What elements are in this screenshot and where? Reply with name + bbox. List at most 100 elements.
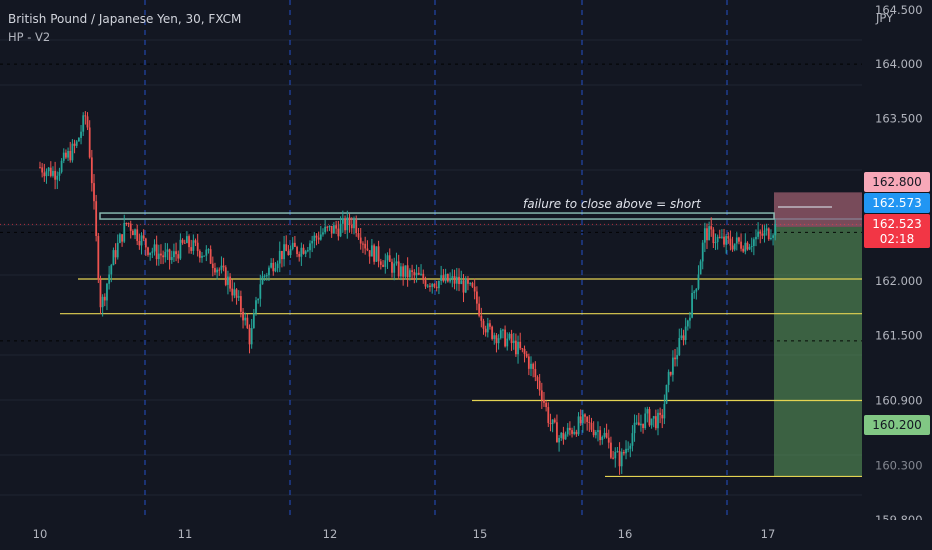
- candle-body: [693, 291, 696, 293]
- candle-body: [119, 234, 121, 243]
- candle-body: [281, 250, 283, 260]
- candle-body: [601, 436, 604, 441]
- candle-body: [622, 452, 625, 454]
- candle-body: [610, 442, 612, 458]
- entry-price-label: 162.573: [864, 193, 930, 213]
- candle-body: [90, 157, 93, 184]
- indicator-name[interactable]: HP - V2: [8, 30, 51, 44]
- candle-body: [315, 235, 318, 238]
- candle-body: [640, 423, 642, 426]
- candle-body: [506, 338, 509, 347]
- candle-body: [248, 328, 251, 345]
- candle-body: [69, 150, 72, 161]
- entry-price-label-bg: [864, 193, 930, 213]
- candle-body: [300, 247, 303, 257]
- candle-body: [263, 275, 266, 277]
- candle-body: [179, 239, 182, 259]
- candle-body: [235, 289, 238, 298]
- candle-body: [203, 255, 206, 257]
- y-tick-label: 160.300: [875, 459, 923, 473]
- symbol-title[interactable]: British Pound / Japanese Yen, 30, FXCM: [8, 12, 242, 26]
- candle-body: [665, 384, 668, 404]
- candle-body: [558, 437, 560, 443]
- candle-body: [207, 249, 210, 251]
- candle-body: [742, 248, 745, 252]
- candle-body: [712, 229, 715, 244]
- candle-body: [283, 244, 285, 260]
- candle-body: [521, 348, 524, 350]
- candle-body: [75, 141, 78, 146]
- target-price-label-bg: [864, 415, 930, 435]
- candle-body: [47, 167, 50, 172]
- candle-body: [216, 269, 219, 273]
- candle-body: [408, 270, 411, 278]
- candle-body: [431, 283, 434, 287]
- candle-body: [534, 368, 537, 378]
- candle-body: [545, 402, 548, 408]
- candle-body: [255, 300, 257, 314]
- candle-body: [761, 233, 764, 236]
- candle-body: [740, 241, 742, 249]
- candle-body: [209, 249, 212, 264]
- current-price-label-countdown: 02:18: [880, 232, 915, 246]
- target-price-label: 160.200: [864, 415, 930, 435]
- candle-body: [556, 422, 558, 443]
- candle-body: [368, 250, 371, 257]
- candle-body: [512, 340, 515, 344]
- candle-body: [497, 338, 500, 344]
- candle-body: [357, 233, 360, 238]
- candle-body: [525, 353, 528, 357]
- candle-body: [731, 245, 734, 250]
- candle-body: [350, 224, 353, 229]
- candle-body: [566, 427, 569, 435]
- chart-legend[interactable]: British Pound / Japanese Yen, 30, FXCM H…: [8, 10, 241, 46]
- candle-body: [588, 422, 591, 424]
- candle-body: [599, 430, 602, 441]
- candle-body: [650, 418, 653, 426]
- candle-body: [224, 267, 227, 285]
- candle-body: [77, 137, 80, 142]
- candle-body: [469, 283, 472, 285]
- candle-body: [538, 380, 541, 391]
- candle-body: [339, 223, 342, 237]
- candle-body: [536, 377, 539, 381]
- candle-body: [703, 228, 706, 243]
- candle-body: [413, 272, 416, 276]
- candle-body: [616, 451, 619, 453]
- candle-body: [142, 235, 145, 239]
- candle-body: [58, 171, 61, 176]
- candle-body: [183, 242, 186, 244]
- candle-body: [377, 246, 380, 262]
- candle-body: [194, 240, 197, 243]
- candle-body: [93, 183, 95, 202]
- candle-body: [168, 249, 171, 261]
- candle-body: [680, 335, 683, 339]
- candle-body: [708, 226, 711, 241]
- candle-body: [684, 326, 687, 341]
- time-axis[interactable]: 10 11 12 15 16 17: [0, 520, 932, 550]
- candle-body: [332, 225, 335, 234]
- candle-body: [344, 218, 346, 231]
- candle-body: [270, 262, 273, 268]
- candle-body: [584, 414, 586, 417]
- candle-body: [480, 315, 483, 321]
- candle-body: [144, 238, 147, 248]
- x-tick-label: 15: [473, 527, 488, 541]
- candle-body: [123, 222, 126, 242]
- trade-zones: [774, 192, 862, 477]
- candle-body: [391, 261, 393, 273]
- candle-body: [222, 265, 225, 268]
- candle-body: [458, 276, 460, 285]
- candle-body: [669, 371, 672, 375]
- candle-body: [151, 251, 154, 253]
- candle-body: [346, 217, 349, 231]
- candle-body: [359, 237, 362, 244]
- price-axis[interactable]: JPY164.500164.000163.500161.500160.90015…: [862, 0, 932, 550]
- candle-body: [676, 355, 679, 360]
- candle-body: [637, 422, 640, 426]
- candle-body: [400, 266, 402, 277]
- candle-body: [131, 230, 134, 236]
- candle-body: [379, 261, 382, 265]
